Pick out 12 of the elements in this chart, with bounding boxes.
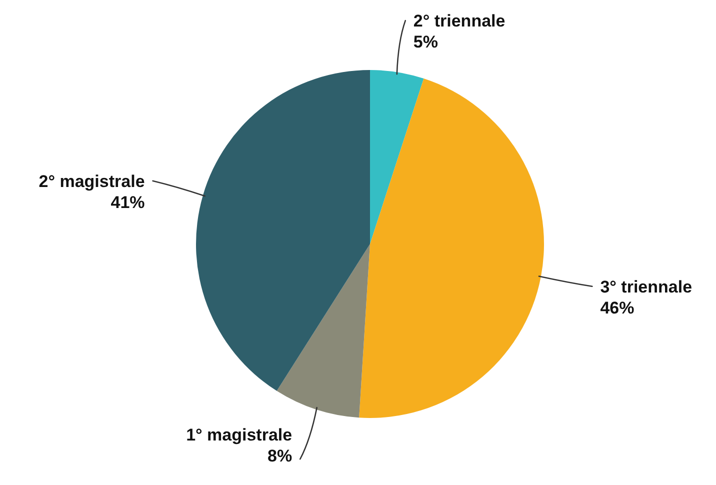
pie-slice (276, 244, 370, 418)
slice-label: 2° magistrale (38, 172, 145, 191)
data-label: 46% (600, 298, 634, 318)
slice-label: 2° triennale (413, 12, 506, 31)
pie-slice (359, 78, 544, 418)
data-label: 41% (110, 192, 145, 212)
data-label: 5% (413, 32, 438, 52)
pie-slice (196, 70, 370, 391)
slice-label: 1° magistrale (186, 425, 292, 444)
slice-label: 3° triennale (600, 277, 692, 296)
pie-slice (370, 70, 424, 244)
data-label: 8% (268, 446, 292, 466)
